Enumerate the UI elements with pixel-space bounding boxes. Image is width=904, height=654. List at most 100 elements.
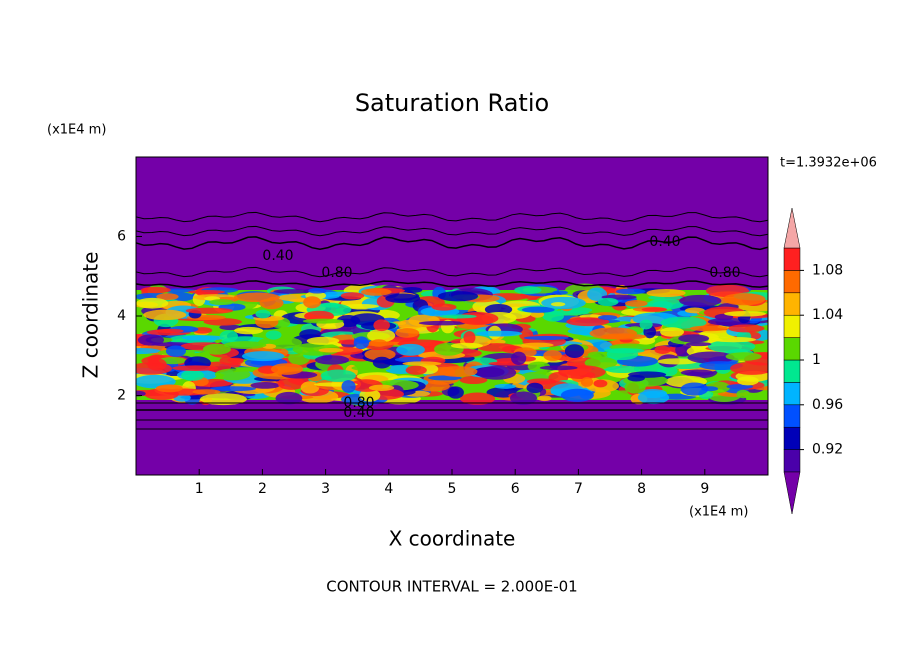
field-texture <box>250 382 280 389</box>
colorbar-tick-label: 1.08 <box>812 262 843 278</box>
footnote: CONTOUR INTERVAL = 2.000E-01 <box>326 578 577 596</box>
field-texture <box>730 361 768 375</box>
colorbar-box <box>783 337 801 361</box>
colorbar-box <box>783 314 801 338</box>
field-texture <box>587 351 608 359</box>
y-axis-label: Z coordinate <box>79 252 103 379</box>
x-tick-label: 5 <box>448 481 457 497</box>
field-texture <box>711 336 757 343</box>
field-texture <box>736 389 750 399</box>
field-texture <box>270 363 304 375</box>
field-texture <box>359 388 381 402</box>
colorbar-box <box>783 382 801 406</box>
field-texture <box>726 384 754 390</box>
y-unit: (x1E4 m) <box>47 123 106 138</box>
field-texture <box>641 307 667 312</box>
field-texture <box>584 356 618 370</box>
field-texture <box>521 306 555 313</box>
field-texture <box>320 369 356 382</box>
colorbar-box <box>783 449 801 473</box>
field-texture <box>593 379 608 388</box>
x-tick-label: 4 <box>384 481 393 497</box>
field-texture <box>660 316 707 329</box>
colorbar-under <box>783 471 801 515</box>
field-texture <box>320 302 341 308</box>
field-texture <box>340 292 365 300</box>
x-tick-label: 3 <box>321 481 330 497</box>
field-texture <box>542 310 564 322</box>
field-texture <box>450 342 483 349</box>
field-texture <box>437 366 478 377</box>
contour-label: 0.80 <box>321 265 352 281</box>
field-texture <box>597 297 619 307</box>
field-texture <box>341 380 356 393</box>
field-texture <box>367 328 396 343</box>
field-texture <box>476 330 523 337</box>
field-texture <box>543 350 562 361</box>
field-texture <box>680 382 709 396</box>
field-texture <box>437 291 479 302</box>
chart-title: Saturation Ratio <box>355 89 549 117</box>
contour-label: 0.80 <box>343 395 374 411</box>
field-texture <box>361 288 392 296</box>
field-texture <box>200 393 247 406</box>
field-texture <box>678 334 710 343</box>
field-texture <box>639 319 653 330</box>
field-texture <box>539 365 578 371</box>
colorbar-box <box>783 404 801 428</box>
field-texture <box>210 386 257 392</box>
field-texture <box>580 377 594 387</box>
field-texture <box>155 384 183 393</box>
field-texture <box>604 348 645 354</box>
field-texture <box>627 374 645 382</box>
contour-label: 0.40 <box>262 248 293 264</box>
field-texture <box>136 347 161 355</box>
colorbar-tick-label: 0.92 <box>812 442 843 458</box>
x-tick-label: 2 <box>258 481 267 497</box>
colorbar-box <box>783 247 801 271</box>
field-texture <box>439 314 477 319</box>
field-texture <box>302 318 344 324</box>
field-texture <box>689 325 729 332</box>
field-texture <box>314 355 350 365</box>
field-texture <box>459 375 488 385</box>
field-texture <box>192 389 221 395</box>
field-texture <box>368 384 395 391</box>
field-texture <box>292 342 341 356</box>
field-texture <box>372 356 392 369</box>
colorbar-over <box>783 207 801 249</box>
field-texture <box>155 328 184 334</box>
field-texture <box>306 336 340 345</box>
field-texture <box>514 286 542 295</box>
y-tick-label: 6 <box>117 229 126 245</box>
field-texture <box>370 339 388 347</box>
field-texture <box>353 336 369 350</box>
field-texture <box>722 293 766 306</box>
x-tick-label: 8 <box>637 481 646 497</box>
field-texture <box>165 345 186 357</box>
x-tick-label: 6 <box>511 481 520 497</box>
field-texture <box>589 327 638 340</box>
contour-line <box>136 280 768 288</box>
field-texture <box>597 315 618 320</box>
field-texture <box>147 358 167 371</box>
field-texture <box>680 369 715 376</box>
field-texture <box>401 287 423 294</box>
field-texture <box>277 376 306 390</box>
field-texture <box>418 320 467 326</box>
field-texture <box>203 318 242 326</box>
field-texture <box>560 388 594 402</box>
field-texture <box>181 370 205 381</box>
contour-label: 0.40 <box>649 234 680 250</box>
y-tick-label: 4 <box>117 308 126 324</box>
field-texture <box>233 292 280 303</box>
field-texture <box>530 311 545 318</box>
field-texture <box>396 343 425 356</box>
field-texture <box>679 294 722 307</box>
field-texture <box>385 293 421 304</box>
field-texture <box>219 324 241 331</box>
field-texture <box>509 391 538 405</box>
field-texture <box>728 324 765 333</box>
field-texture <box>405 365 427 375</box>
